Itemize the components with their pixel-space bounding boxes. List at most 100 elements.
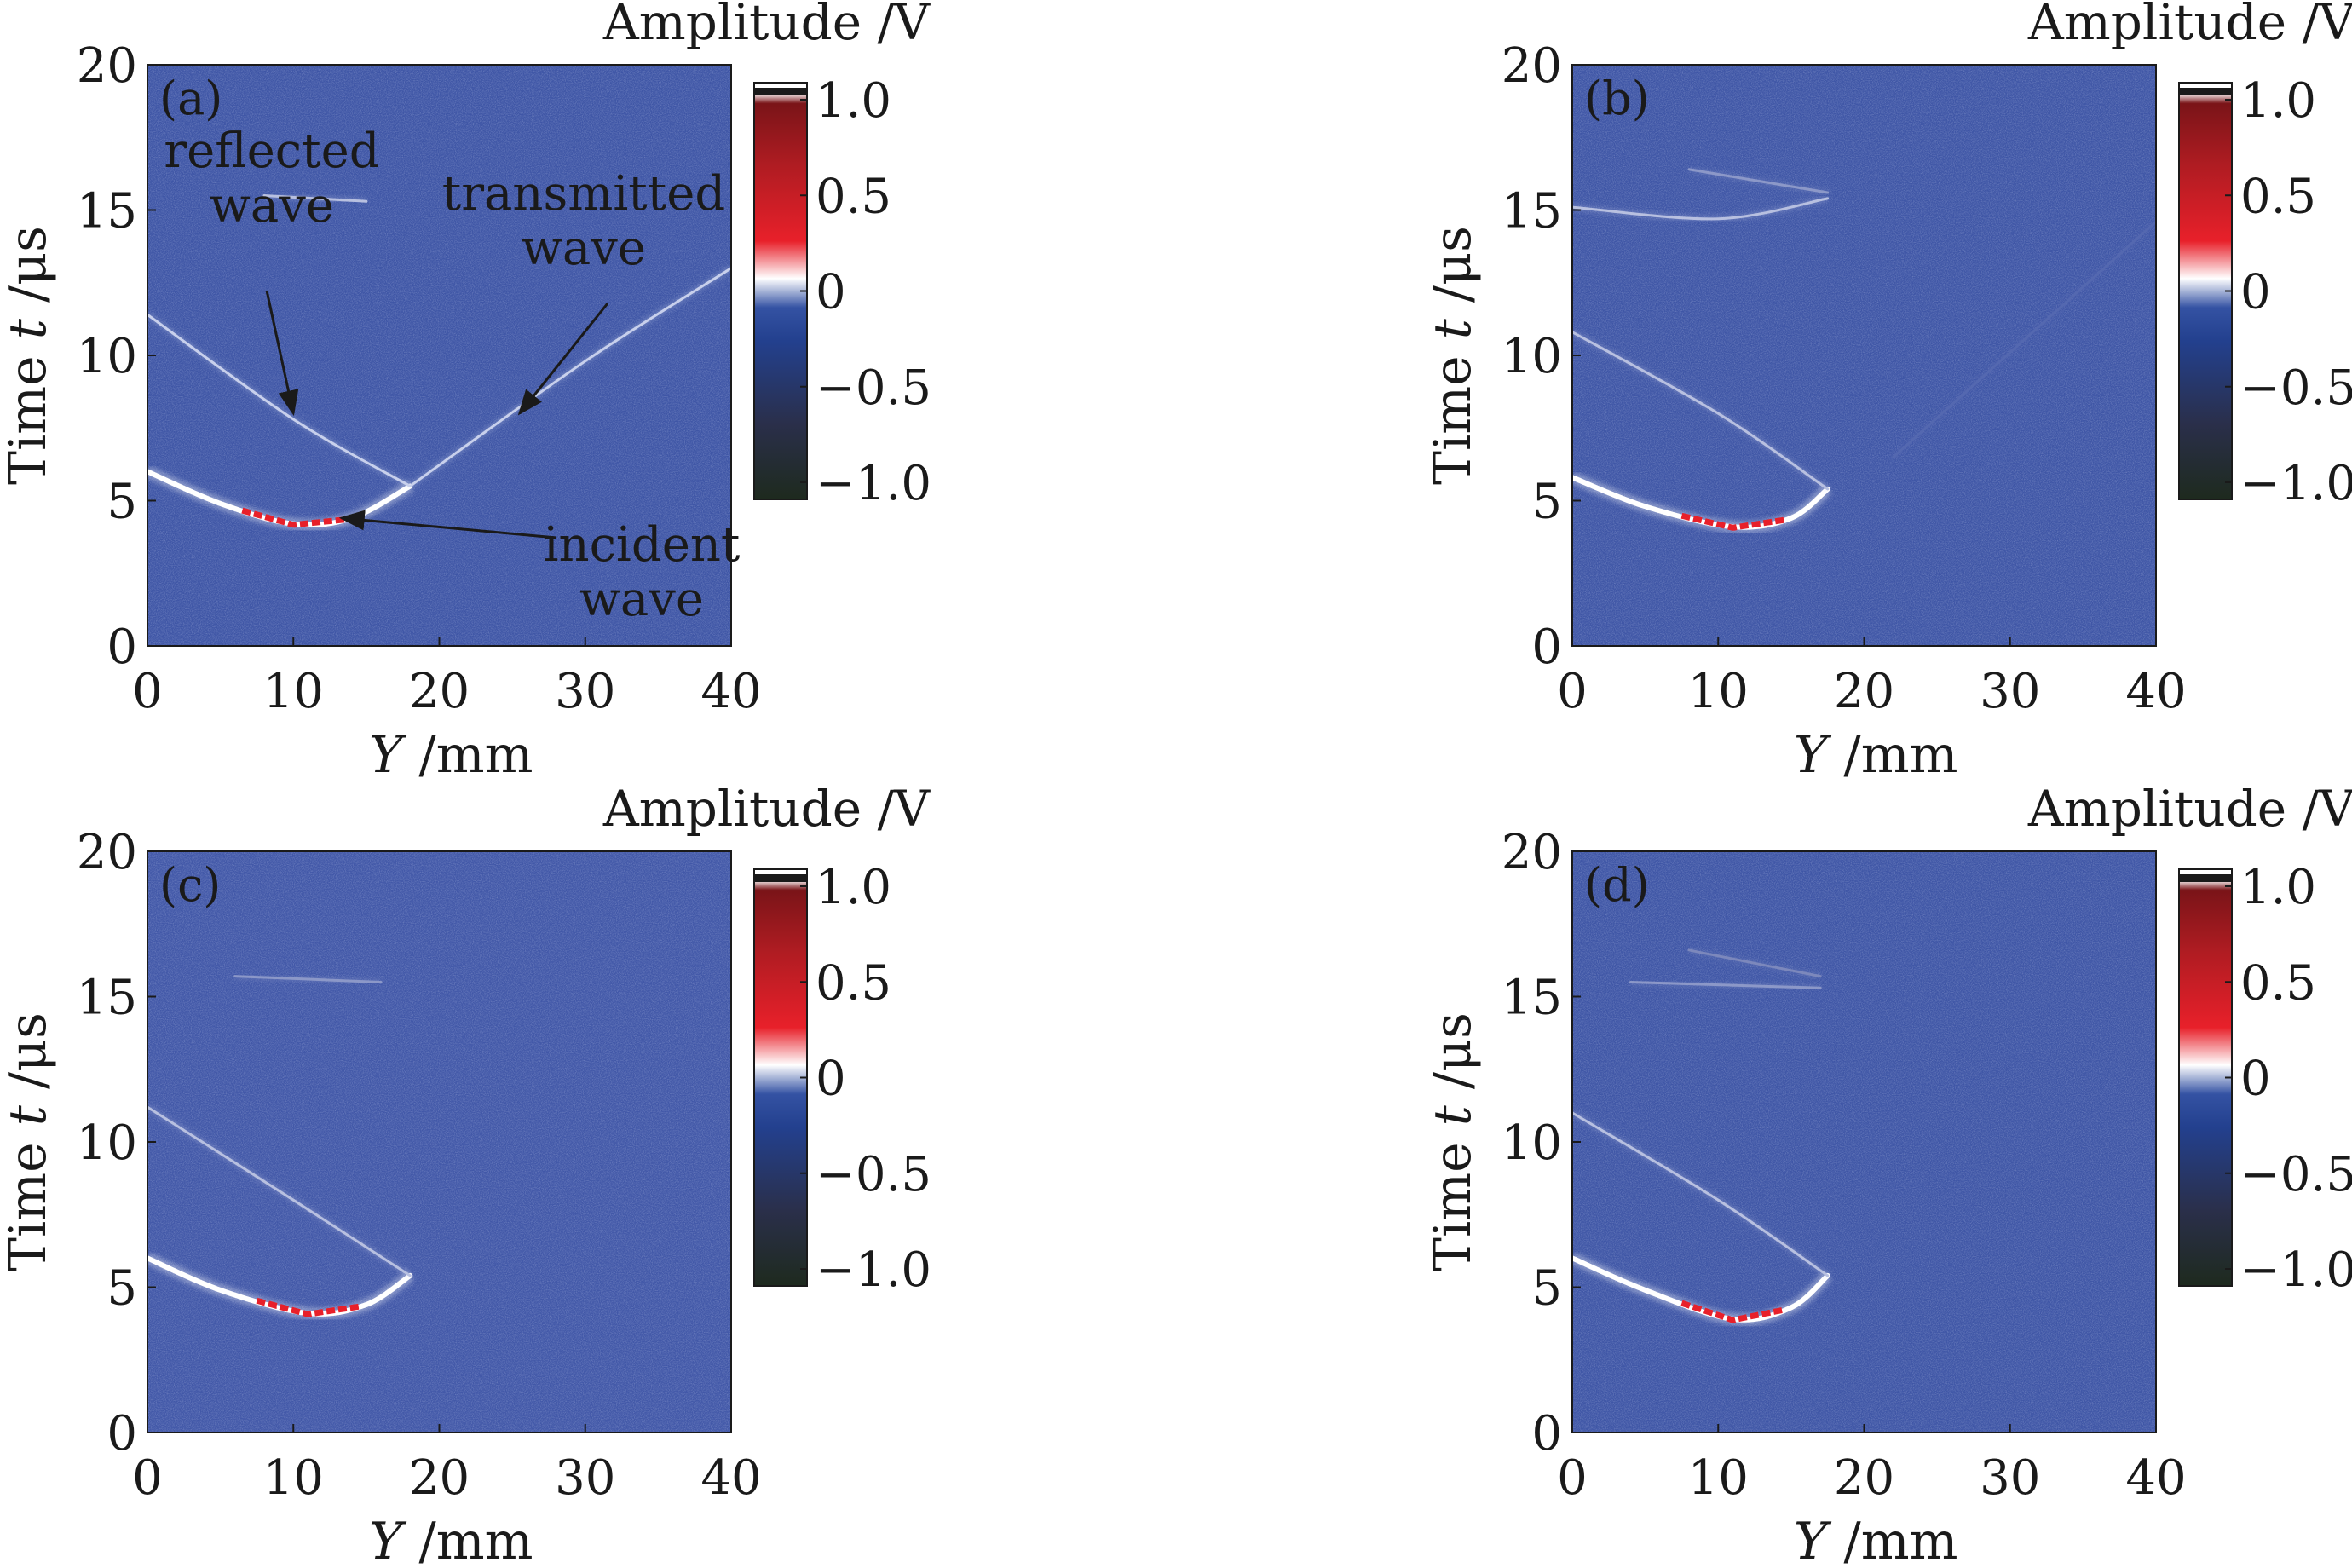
x-tick-label: 40: [2125, 1450, 2186, 1506]
colorbar-cap: [2179, 874, 2232, 882]
y-axis-label: Time t /μs: [0, 226, 58, 485]
y-tick-label: 5: [1531, 475, 1562, 530]
y-tick-label: 5: [1531, 1261, 1562, 1317]
colorbar-tick-label: −1.0: [816, 1242, 931, 1298]
x-tick-label: 10: [263, 664, 324, 719]
x-tick-label: 30: [1980, 664, 2040, 719]
panel-a: 0 10 20 30 40 0 5 10 15 20 Y /mm Time t /μs (a) Ampli…: [0, 0, 931, 785]
colorbar-cap: [2179, 88, 2232, 95]
upper2-wave-line: [1687, 948, 1822, 978]
upper-wave-line: [262, 193, 368, 203]
annotation-label: incident wave: [544, 517, 741, 627]
colorbar-tick-label: 1.0: [816, 73, 891, 129]
x-tick-label: 10: [1688, 1450, 1749, 1506]
y-tick-label: 5: [107, 475, 137, 530]
x-axis-label: Y /mm: [1794, 1512, 1958, 1568]
annotation-arrow: [517, 303, 609, 416]
colorbar-cap: [754, 874, 807, 882]
y-tick-label: 15: [1502, 971, 1562, 1026]
x-tick-label: 40: [700, 1450, 761, 1506]
y-tick-label: 15: [1502, 184, 1562, 239]
colorbar-tick-label: −0.5: [2240, 1147, 2352, 1202]
annotation-arrow: [265, 290, 299, 417]
heatmap-noise: [147, 851, 731, 1433]
colorbar-tick-label: −0.5: [2240, 360, 2352, 416]
x-axis-label: Y /mm: [1794, 725, 1958, 785]
colorbar-title: Amplitude /V: [2027, 780, 2352, 838]
colorbar: [753, 868, 808, 1287]
y-tick-label: 15: [77, 184, 137, 239]
heatmap-noise: [1572, 851, 2156, 1433]
x-axis-label: Y /mm: [369, 725, 533, 785]
y-axis-label: Time t /μs: [0, 1012, 58, 1271]
colorbar-tick-label: −1.0: [2240, 1242, 2352, 1298]
colorbar-tick-label: 0.5: [816, 169, 891, 224]
wave-features: [147, 973, 414, 1320]
y-axis-label: Time t /μs: [1423, 226, 1483, 485]
annotation-arrow: [338, 510, 557, 539]
reflected-wave-line: [1572, 1111, 1830, 1277]
colorbar-tick-label: 0: [816, 1052, 846, 1107]
y-tick-label: 20: [1502, 38, 1562, 94]
incident-peak-amplitude: [256, 1297, 360, 1317]
colorbar-cap: [754, 88, 807, 95]
colorbar: [2178, 868, 2233, 1287]
x-tick-label: 20: [409, 664, 470, 719]
y-tick-label: 20: [77, 825, 137, 880]
colorbar-tick-label: −1.0: [2240, 456, 2352, 511]
y-tick-label: 0: [1531, 1406, 1562, 1461]
upper2-wave-line: [1687, 168, 1830, 194]
y-tick-label: 0: [107, 1406, 137, 1461]
upper-wave-line: [1572, 197, 1830, 221]
y-tick-label: 15: [77, 971, 137, 1026]
incident-wave-line: [1572, 1255, 1830, 1323]
incident-peak-amplitude: [241, 507, 345, 528]
heatmap-noise: [147, 65, 731, 646]
x-tick-label: 30: [1980, 1450, 2040, 1506]
y-axis-label: Time t /μs: [1423, 1012, 1483, 1271]
colorbar: [2178, 82, 2233, 500]
x-tick-label: 0: [132, 1450, 163, 1506]
panel-label: (c): [159, 858, 221, 912]
wave-features: [147, 193, 731, 531]
x-tick-label: 0: [132, 664, 163, 719]
colorbar-title: Amplitude /V: [602, 780, 931, 838]
x-tick-label: 20: [1834, 664, 1894, 719]
x-tick-label: 20: [1834, 1450, 1894, 1506]
x-tick-label: 40: [2125, 664, 2186, 719]
colorbar-tick-label: 0.5: [2240, 955, 2316, 1011]
reflected-wave-line: [147, 313, 412, 487]
y-tick-label: 10: [77, 1115, 137, 1171]
y-tick-label: 10: [1502, 1115, 1562, 1171]
reflected-wave-line: [1572, 331, 1830, 491]
incident-peak-amplitude: [1680, 512, 1784, 531]
colorbar-tick-label: 0.5: [816, 955, 891, 1011]
transmitted-wave-line: [1892, 220, 2156, 458]
colorbar-tick-label: 1.0: [2240, 73, 2316, 129]
reflected-wave-line: [147, 1105, 412, 1277]
colorbar-tick-label: −0.5: [816, 360, 931, 416]
colorbar-tick-label: 0.5: [2240, 169, 2316, 224]
y-tick-label: 0: [107, 620, 137, 675]
colorbar-tick-label: 0: [2240, 265, 2271, 320]
x-axis-label: Y /mm: [369, 1512, 533, 1568]
upper-wave-line: [1629, 980, 1822, 989]
x-tick-label: 20: [409, 1450, 470, 1506]
panel-label: (d): [1584, 858, 1650, 912]
upper-wave-line: [233, 975, 383, 983]
x-tick-label: 30: [555, 1450, 615, 1506]
panel-c: 0 10 20 30 40 0 5 10 15 20 Y /mm Time t /μs (c) Ampli…: [0, 780, 931, 1568]
incident-wave-line: [147, 1255, 413, 1317]
wave-features: [1572, 947, 1832, 1326]
x-tick-label: 10: [263, 1450, 324, 1506]
colorbar-tick-label: 1.0: [2240, 860, 2316, 915]
x-tick-label: 30: [555, 664, 615, 719]
incident-peak-amplitude: [1680, 1300, 1784, 1323]
colorbar-title: Amplitude /V: [602, 0, 931, 51]
x-tick-label: 0: [1557, 664, 1588, 719]
x-tick-label: 0: [1557, 1450, 1588, 1506]
colorbar-tick-label: 0: [2240, 1052, 2271, 1107]
y-tick-label: 20: [1502, 825, 1562, 880]
colorbar-tick-label: 1.0: [816, 860, 891, 915]
panel-b: 0 10 20 30 40 0 5 10 15 20 Y /mm Time t /μs (b) Ampli…: [1423, 0, 2352, 785]
